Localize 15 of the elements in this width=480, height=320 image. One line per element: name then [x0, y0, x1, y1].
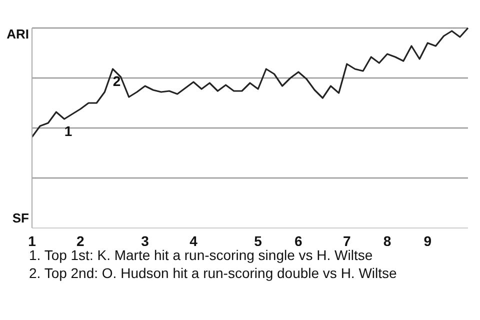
x-tick-label: 1	[28, 232, 36, 249]
text: SF	[12, 210, 30, 226]
annotation: 1	[64, 122, 72, 139]
x-tick-label: 5	[254, 232, 262, 249]
x-tick-label: 6	[294, 232, 303, 249]
x-tick-label: 9	[424, 232, 432, 249]
x-tick-label: 7	[342, 232, 351, 249]
text: 2. Top 2nd: O. Hudson hit a run-scoring double vs H. Wiltse	[29, 264, 398, 282]
x-tick-label: 3	[141, 232, 150, 249]
x-tick-label: 8	[383, 232, 392, 249]
annotation: 2	[112, 72, 121, 89]
x-tick-label: 4	[190, 232, 198, 249]
text: 1. Top 1st: K. Marte hit a run-scoring single vs H. Wiltse	[29, 247, 373, 263]
x-tick-label: 2	[76, 232, 85, 249]
text: ARI	[6, 26, 29, 42]
